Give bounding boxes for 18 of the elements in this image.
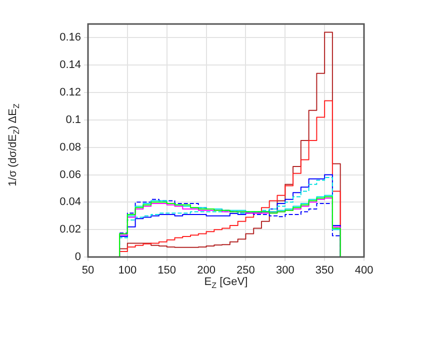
x-tick-label: 250: [236, 264, 255, 277]
x-tick-label: 200: [197, 264, 216, 277]
x-tick-label: 400: [354, 264, 374, 277]
y-tick-label: 0: [74, 251, 81, 264]
y-tick-label: 0.02: [60, 224, 81, 236]
y-tick-label: 0.08: [60, 141, 81, 154]
x-tick-label: 350: [315, 264, 334, 277]
y-tick-label: 0.16: [60, 32, 81, 44]
x-axis-title: E$_{Z}$ [GeV]: [203, 276, 249, 290]
x-tick-label: 150: [158, 264, 176, 277]
x-tick-label: 50: [82, 264, 94, 277]
y-tick-label: 0.12: [60, 86, 81, 99]
y-tick-label: 0.14: [60, 59, 81, 72]
y-tick-label: 0.1: [66, 114, 81, 126]
x-tick-label: 100: [118, 264, 137, 277]
y-tick-label: 0.04: [60, 196, 81, 208]
x-tick-label: 300: [276, 264, 294, 277]
y-tick-label: 0.06: [60, 168, 81, 181]
